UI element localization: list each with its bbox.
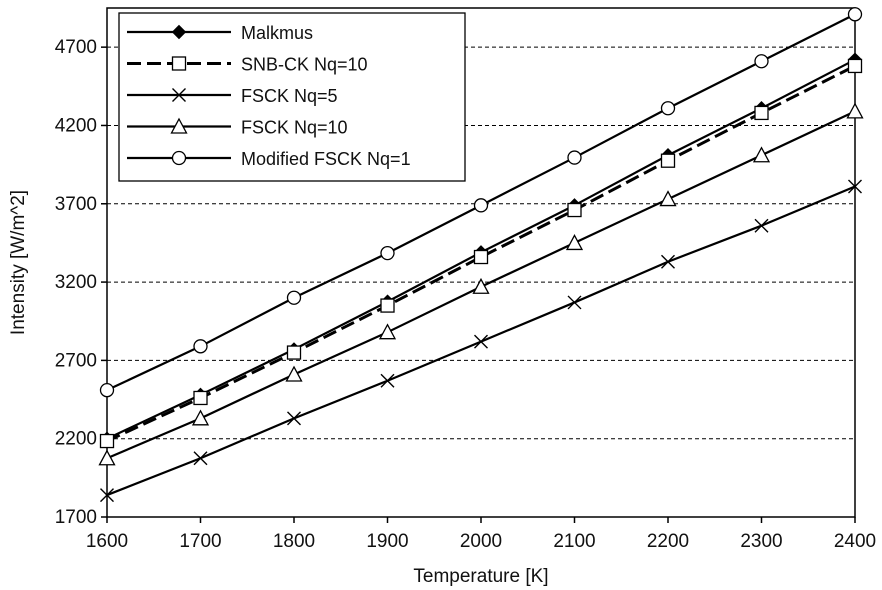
data-point-x: [172, 88, 186, 102]
legend-entry: SNB-CK Nq=10: [127, 55, 368, 75]
data-point-circle: [193, 339, 208, 354]
data-point-square: [193, 390, 208, 406]
data-point-triangle: [659, 190, 677, 207]
data-point-triangle: [752, 146, 771, 163]
legend-label: FSCK Nq=10: [241, 118, 348, 138]
series-layer: [98, 7, 864, 503]
data-point-x: [380, 373, 395, 388]
data-point-x: [661, 254, 675, 269]
data-point-x: [100, 488, 114, 503]
axis-ticks: 1600 1700 1800 1900 2000 2100 2200 2300 2400 1700…: [55, 37, 876, 552]
legend-label: Modified FSCK Nq=1: [241, 149, 411, 169]
x-tick-label: 2300: [740, 531, 782, 552]
data-point-square: [473, 249, 489, 265]
y-tick-label: 2200: [55, 429, 97, 450]
legend-label: SNB-CK Nq=10: [241, 55, 368, 75]
data-point-square: [567, 202, 582, 218]
data-point-triangle: [472, 277, 490, 294]
legend-entry: FSCK Nq=5: [127, 86, 338, 106]
data-point-circle: [380, 245, 395, 261]
data-point-diamond: [171, 24, 187, 40]
x-tick-label: 1700: [179, 531, 221, 552]
data-point-triangle: [378, 323, 397, 340]
legend: Malkmus SNB-CK Nq=10 FSCK Nq=5 FSCK Nq=10 Mo…: [118, 12, 466, 182]
data-point-triangle: [98, 449, 116, 466]
series-2: [100, 179, 862, 503]
x-tick-label: 1600: [86, 531, 128, 552]
y-axis-label: Intensity [W/m^2]: [8, 190, 29, 335]
y-tick-label: 1700: [55, 507, 97, 528]
y-tick-label: 2700: [55, 350, 97, 371]
data-point-circle: [473, 198, 489, 213]
data-point-x: [287, 411, 301, 426]
legend-label: FSCK Nq=5: [241, 86, 338, 106]
data-point-square: [286, 345, 302, 360]
data-point-triangle: [191, 409, 210, 426]
data-point-circle: [171, 150, 187, 166]
data-point-triangle: [846, 102, 864, 119]
data-point-circle: [847, 7, 863, 22]
legend-entry: Malkmus: [127, 23, 313, 43]
data-point-triangle: [170, 117, 188, 134]
data-point-x: [474, 334, 488, 349]
data-point-square: [847, 58, 863, 74]
data-point-circle: [660, 101, 676, 116]
x-tick-label: 2000: [460, 531, 502, 552]
series-1: [99, 58, 863, 449]
data-point-square: [380, 298, 395, 313]
legend-label: Malkmus: [241, 23, 313, 43]
data-point-circle: [567, 150, 582, 165]
data-point-triangle: [285, 365, 303, 382]
data-point-x: [193, 451, 208, 466]
series-3: [98, 102, 864, 466]
y-tick-label: 3700: [55, 194, 97, 215]
y-tick-label: 3200: [55, 272, 97, 293]
data-point-circle: [754, 54, 769, 69]
x-tick-label: 2400: [834, 531, 876, 552]
data-point-square: [171, 56, 187, 71]
legend-entry: FSCK Nq=10: [127, 118, 348, 138]
y-tick-label: 4700: [55, 37, 97, 58]
x-tick-label: 1800: [273, 531, 315, 552]
data-point-square: [754, 105, 769, 121]
y-tick-label: 4200: [55, 115, 97, 136]
data-point-square: [99, 433, 115, 449]
data-point-circle: [99, 382, 115, 398]
data-point-x: [754, 218, 769, 233]
data-point-square: [660, 153, 676, 168]
x-tick-label: 1900: [366, 531, 408, 552]
data-point-x: [848, 179, 862, 194]
data-point-circle: [286, 290, 302, 305]
x-tick-label: 2100: [553, 531, 595, 552]
x-axis-label: Temperature [K]: [413, 566, 548, 587]
series-4: [99, 7, 863, 398]
data-point-triangle: [565, 234, 584, 251]
data-point-x: [567, 295, 582, 310]
x-tick-label: 2200: [647, 531, 689, 552]
legend-entry: Modified FSCK Nq=1: [127, 149, 411, 169]
